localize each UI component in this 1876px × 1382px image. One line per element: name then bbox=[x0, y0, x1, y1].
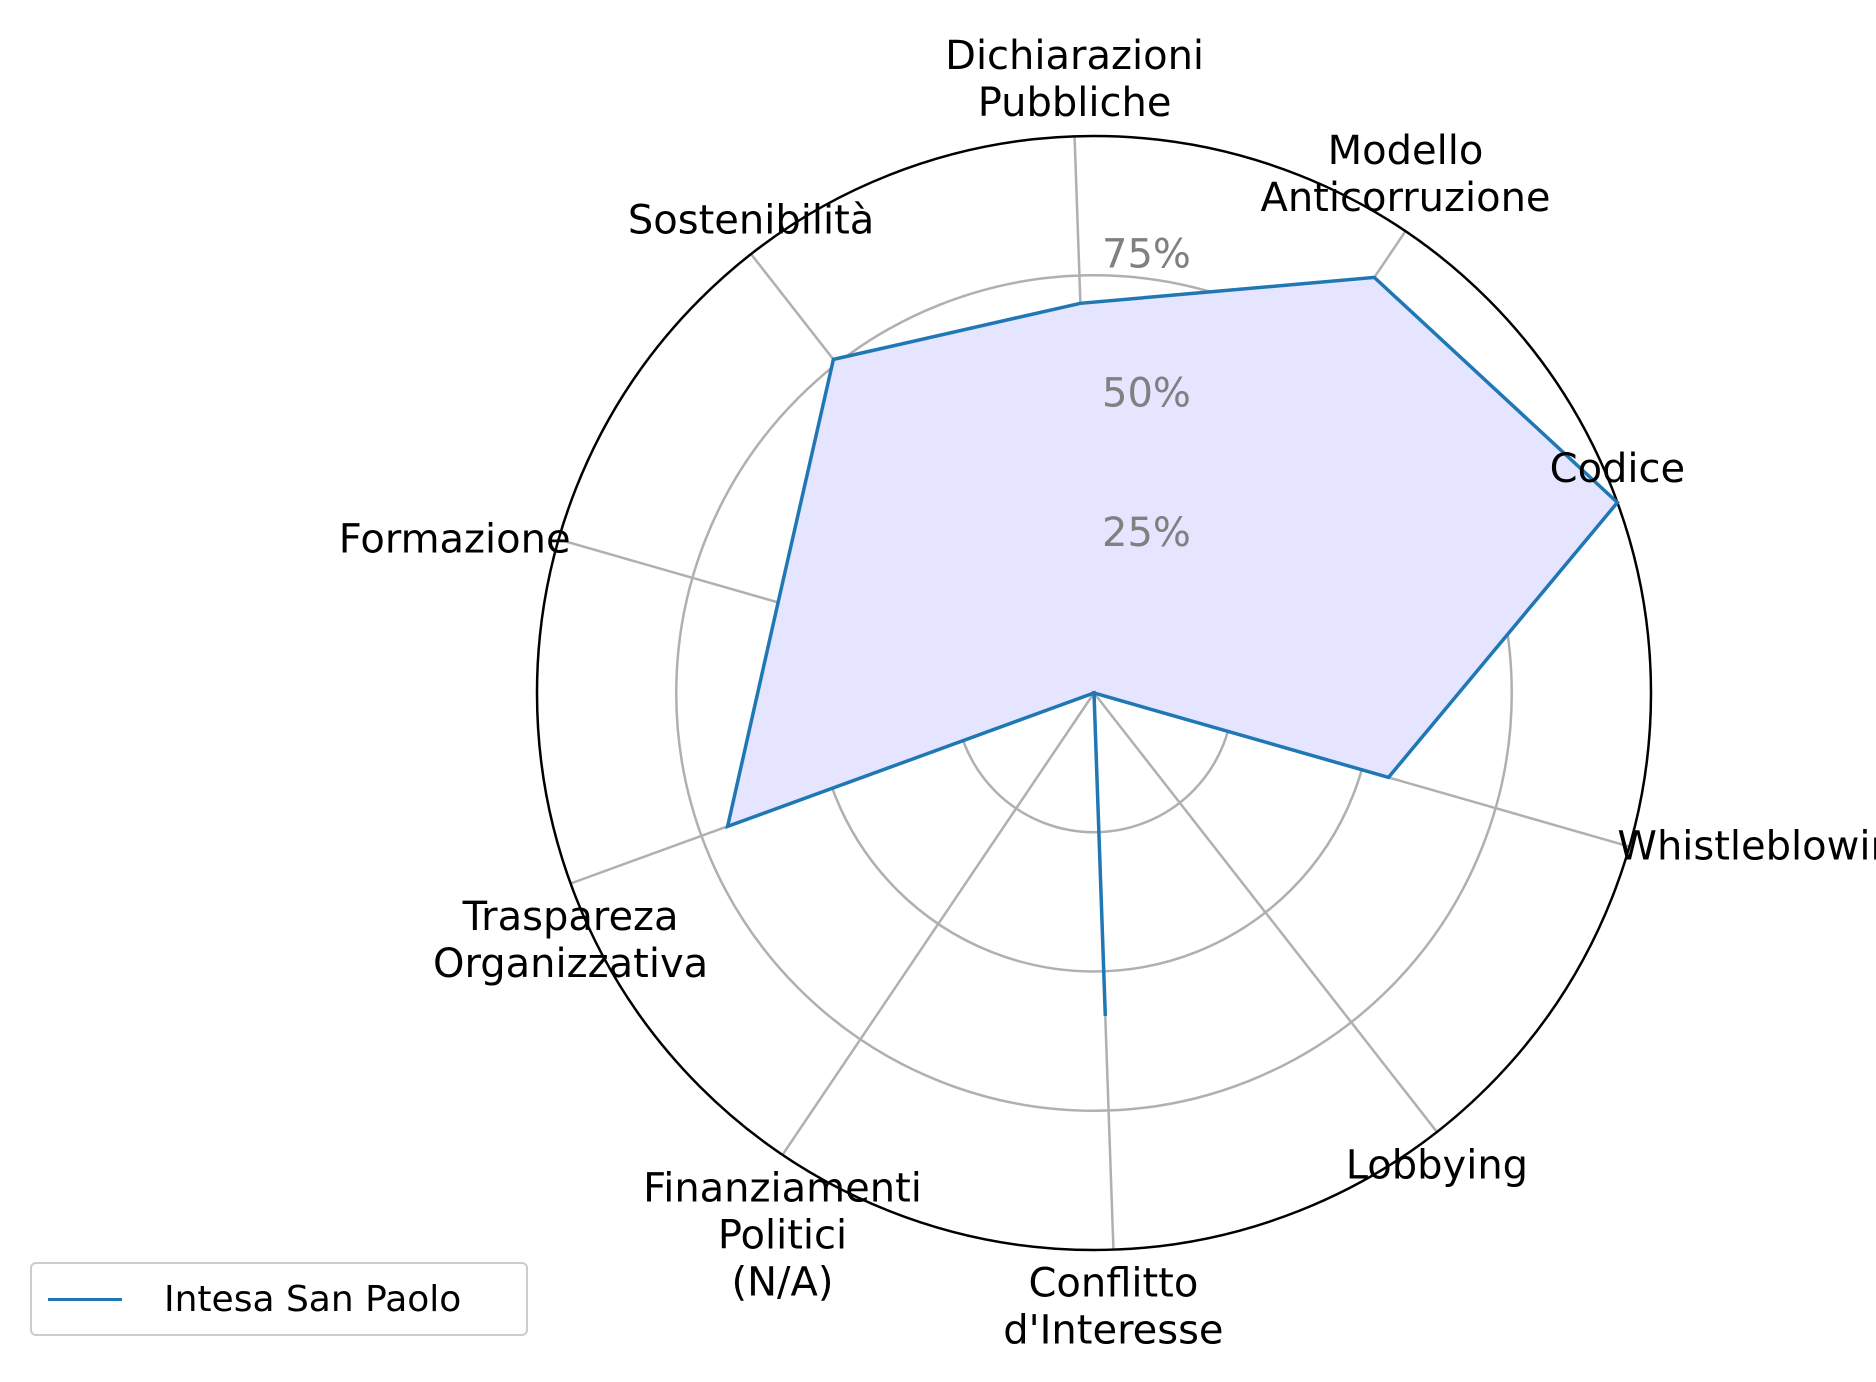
category-label-7: Conflitto d'Interesse bbox=[1003, 1260, 1223, 1353]
grid-circle-75 bbox=[675, 274, 1513, 1112]
category-label-1: Modello Anticorruzione bbox=[1260, 128, 1550, 221]
series-layer bbox=[725, 275, 1620, 1016]
category-label-2: Dichiarazioni Pubbliche bbox=[945, 33, 1204, 126]
category-label-9: Whistleblowing bbox=[1617, 824, 1876, 870]
outer-circle bbox=[535, 134, 1653, 1252]
rtick-label: 50% bbox=[1102, 371, 1191, 417]
legend: Intesa San Paolo bbox=[30, 1262, 528, 1336]
radial-tick-labels: 25% 50% 75% bbox=[1102, 231, 1191, 556]
category-label-5: Traspareza Organizzativa bbox=[433, 894, 708, 987]
spoke-6 bbox=[781, 692, 1096, 1156]
series-fill bbox=[727, 277, 1618, 1016]
rtick-label: 75% bbox=[1102, 231, 1191, 277]
category-label-6: Finanziamenti Politici (N/A) bbox=[643, 1165, 922, 1305]
series-line bbox=[725, 275, 1620, 1016]
spoke-8 bbox=[1093, 692, 1438, 1133]
legend-label: Intesa San Paolo bbox=[164, 1278, 462, 1320]
legend-line-swatch bbox=[48, 1297, 122, 1301]
category-label-0: Codice bbox=[1550, 446, 1686, 492]
rtick-label: 25% bbox=[1102, 510, 1191, 556]
category-label-8: Lobbying bbox=[1346, 1143, 1528, 1189]
category-labels: Codice Modello Anticorruzione Dichiarazioni… bbox=[339, 33, 1876, 1353]
category-label-4: Formazione bbox=[339, 517, 571, 563]
category-label-3: Sostenibilità bbox=[628, 198, 874, 244]
